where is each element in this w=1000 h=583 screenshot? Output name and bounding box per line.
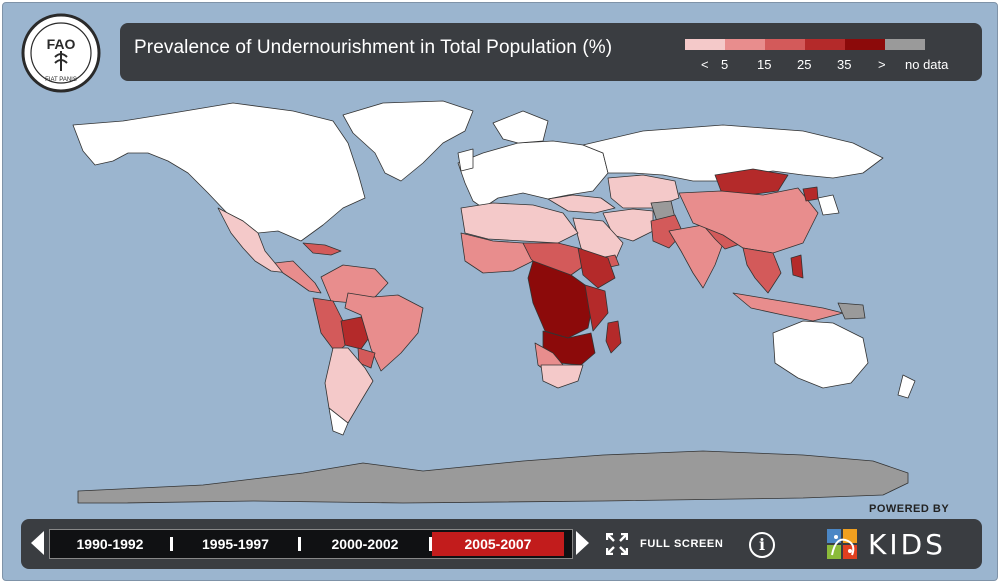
legend-swatch-5-15	[725, 39, 765, 50]
australia	[772, 320, 869, 389]
legend: < 5 15 25 35 > no data	[685, 39, 948, 79]
info-icon[interactable]: i	[749, 532, 775, 558]
east-africa	[584, 284, 609, 332]
central-africa	[527, 260, 594, 339]
fullscreen-icon[interactable]	[606, 533, 628, 555]
caribbean	[302, 242, 342, 256]
period-2000-2002[interactable]: 2000-2002	[331, 536, 399, 552]
bolivia	[340, 316, 372, 350]
timeline-bar: 1990-1992 1995-1997 2000-2002 2005-2007 …	[21, 519, 982, 569]
philippines	[790, 254, 804, 279]
brazil	[344, 292, 424, 372]
north-korea	[802, 186, 819, 202]
madagascar	[605, 320, 622, 354]
north-africa	[460, 202, 579, 244]
period-selector: 1990-1992 1995-1997 2000-2002 2005-2007	[49, 529, 573, 559]
legend-swatch-lt5	[685, 39, 725, 50]
legend-label-5: 5	[721, 57, 729, 72]
period-2005-2007[interactable]: 2005-2007	[432, 532, 564, 556]
russia	[582, 124, 884, 182]
china	[678, 187, 819, 254]
central-america	[274, 260, 322, 294]
antarctica	[77, 450, 909, 504]
map-title: Prevalence of Undernourishment in Total …	[134, 37, 613, 58]
south-cone	[328, 407, 349, 436]
kids-brand: KIDS	[868, 528, 946, 561]
fao-emblem-icon: FAO FIAT PANIS	[21, 13, 101, 93]
turkey-caucasus	[547, 194, 616, 214]
period-1995-1997[interactable]: 1995-1997	[202, 536, 269, 552]
scandinavia	[492, 110, 549, 144]
legend-swatch-15-25	[765, 39, 805, 50]
kids-logo-icon	[827, 529, 857, 559]
legend-label-35: 35	[837, 57, 852, 72]
colombia-venezuela	[320, 264, 389, 304]
period-separator	[298, 537, 301, 551]
uk	[457, 148, 474, 172]
korea-japan	[817, 194, 840, 216]
paraguay	[357, 347, 376, 369]
prev-arrow-icon[interactable]	[31, 531, 44, 555]
legend-swatches	[685, 39, 925, 50]
legend-swatch-25-35	[805, 39, 845, 50]
period-separator	[170, 537, 173, 551]
fao-text: FAO	[47, 36, 76, 52]
indonesia	[732, 292, 844, 322]
powered-by-label: POWERED BY	[869, 503, 950, 515]
argentina-chile	[324, 347, 374, 424]
legend-swatch-gt35	[845, 39, 885, 50]
indochina	[742, 247, 782, 294]
fao-logo: FAO FIAT PANIS	[21, 13, 101, 93]
canada-usa	[72, 102, 366, 242]
south-africa	[540, 364, 584, 389]
west-africa	[460, 232, 534, 274]
period-separator	[429, 537, 432, 551]
title-bar: Prevalence of Undernourishment in Total …	[120, 23, 982, 81]
next-arrow-icon[interactable]	[576, 531, 589, 555]
png	[837, 302, 866, 320]
legend-label-15: 15	[757, 57, 772, 72]
greenland	[342, 100, 474, 182]
fao-motto: FIAT PANIS	[45, 77, 77, 83]
legend-swatch-no-data	[885, 39, 925, 50]
legend-label-lt: <	[701, 57, 709, 72]
new-zealand	[897, 374, 916, 399]
legend-label-25: 25	[797, 57, 812, 72]
fullscreen-button[interactable]: FULL SCREEN	[640, 538, 724, 550]
world-map[interactable]	[3, 3, 997, 580]
horn-africa	[577, 247, 616, 289]
legend-labels: < 5 15 25 35 > no data	[685, 57, 948, 73]
legend-label-no-data: no data	[905, 57, 949, 72]
period-1990-1992[interactable]: 1990-1992	[76, 536, 144, 552]
legend-label-gt: >	[878, 57, 886, 72]
